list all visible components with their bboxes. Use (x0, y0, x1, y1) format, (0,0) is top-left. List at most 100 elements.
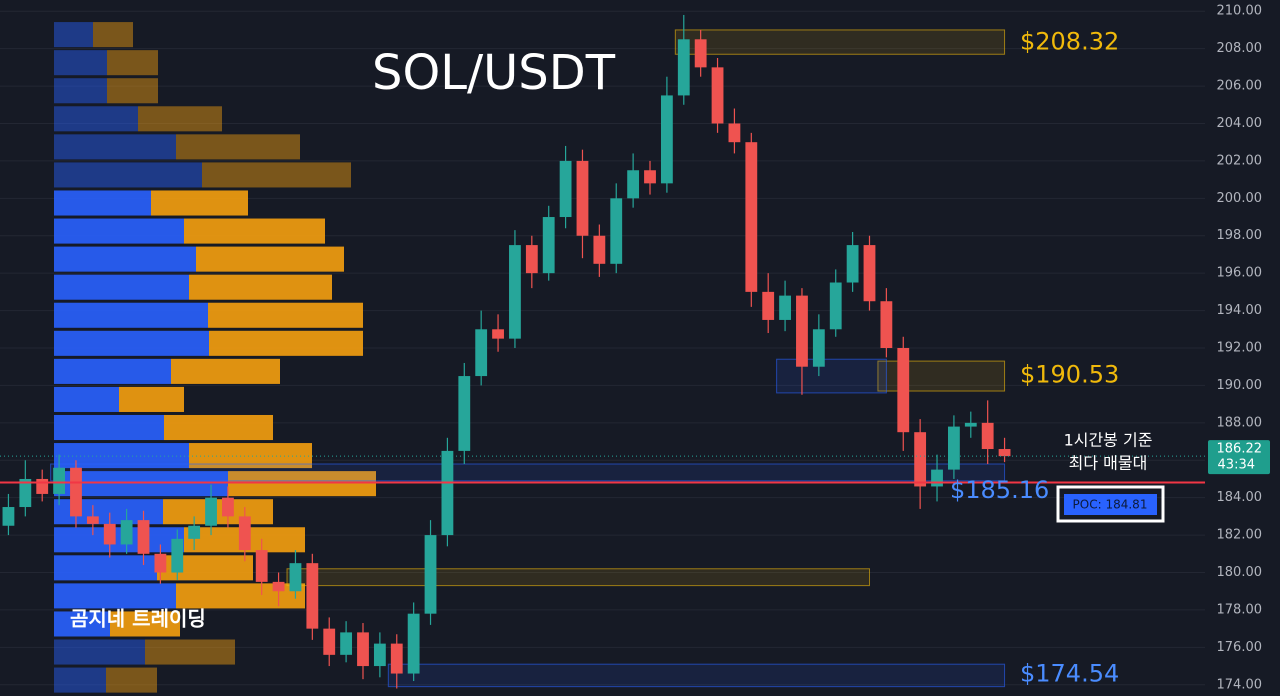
profile-sell (176, 134, 300, 160)
level-label: $190.53 (1020, 361, 1119, 389)
candle-body (222, 497, 234, 517)
candle-body (154, 553, 167, 573)
profile-buy (54, 218, 184, 244)
candle-body (694, 39, 707, 68)
candle-body (255, 550, 268, 582)
candle-body (559, 160, 572, 218)
candle-body (542, 217, 555, 274)
profile-buy (54, 274, 189, 300)
candle-body (407, 613, 420, 674)
y-tick-label: 194.00 (1217, 303, 1263, 318)
candle-body (103, 523, 116, 545)
candle-body (610, 198, 623, 264)
candle-body (947, 426, 960, 470)
y-tick-label: 208.00 (1217, 41, 1263, 56)
profile-sell (184, 218, 325, 244)
candle-body (86, 516, 99, 524)
profile-buy (54, 50, 107, 76)
candle-body (897, 348, 910, 433)
annotation: 최다 매물대 (1069, 454, 1148, 473)
poc-frame (1056, 485, 1165, 523)
profile-sell (196, 246, 344, 272)
profile-buy (54, 302, 208, 328)
profile-sell (106, 667, 157, 693)
level-label: $185.16 (950, 476, 1049, 504)
candle-body (2, 507, 15, 526)
profile-buy (54, 583, 176, 609)
profile-sell (163, 499, 273, 525)
profile-sell (209, 330, 363, 356)
candle-body (509, 245, 521, 339)
candle-body (677, 39, 690, 96)
y-tick-label: 210.00 (1217, 4, 1263, 19)
chart-title: SOL/USDT (372, 45, 616, 101)
candle-body (357, 632, 369, 667)
watermark: 곰지네 트레이딩 (70, 607, 206, 631)
profile-buy (54, 667, 106, 693)
candle-body (70, 467, 82, 517)
poc-label: POC: 184.81 (1073, 498, 1148, 512)
y-tick-label: 174.00 (1217, 677, 1263, 692)
profile-buy (54, 22, 93, 48)
candle-body (390, 643, 403, 674)
zone (387, 663, 1006, 688)
profile-buy (54, 246, 196, 272)
candle-body (137, 520, 150, 554)
profile-sell (93, 22, 133, 48)
y-tick-label: 192.00 (1217, 341, 1263, 356)
zone (674, 29, 1006, 55)
candle-body (660, 95, 673, 184)
profile-buy (54, 134, 176, 160)
candle-body (796, 295, 808, 367)
candle-body (238, 516, 251, 551)
profile-sell (110, 611, 180, 637)
y-tick-label: 184.00 (1217, 490, 1263, 505)
candle-body (53, 467, 66, 494)
profile-sell (145, 639, 235, 665)
y-tick-label: 182.00 (1217, 528, 1263, 543)
candle-body (205, 497, 217, 526)
y-tick-label: 190.00 (1217, 378, 1263, 393)
y-tick-label: 176.00 (1217, 640, 1263, 655)
level-label: $174.54 (1020, 660, 1119, 688)
candle-body (19, 478, 32, 508)
y-tick-label: 196.00 (1217, 266, 1263, 281)
profile-buy (54, 555, 157, 581)
candle-body (863, 245, 876, 302)
y-tick-label: 204.00 (1217, 116, 1263, 131)
candle-body (728, 123, 741, 143)
profile-buy (54, 78, 107, 104)
profile-sell (228, 471, 376, 497)
zone (877, 360, 1006, 392)
profile-buy (54, 330, 209, 356)
profile-sell (107, 50, 158, 76)
poc-tag (1064, 494, 1157, 515)
candle-body (424, 535, 437, 614)
candle-body (880, 301, 893, 348)
candle-body (36, 478, 49, 494)
profile-buy (54, 358, 171, 384)
candle-body (272, 581, 285, 592)
candle-body (627, 170, 640, 199)
profile-sell (151, 190, 248, 216)
profile-buy (54, 611, 110, 637)
profile-buy (54, 639, 145, 665)
profile-sell (176, 583, 305, 609)
profile-sell (164, 414, 273, 441)
candle-body (762, 291, 775, 320)
profile-buy (54, 162, 202, 188)
profile-sell (208, 302, 363, 328)
candle-body (644, 170, 656, 184)
level-label: $208.32 (1020, 28, 1119, 56)
candle-body (441, 450, 454, 536)
candle-body (931, 469, 943, 487)
y-tick-label: 202.00 (1217, 153, 1263, 168)
profile-sell (189, 274, 332, 300)
candle-body (829, 282, 842, 330)
y-tick-label: 180.00 (1217, 565, 1263, 580)
zone (776, 358, 887, 394)
zone (50, 463, 1006, 482)
last-price-label: 186.22 (1217, 442, 1263, 457)
